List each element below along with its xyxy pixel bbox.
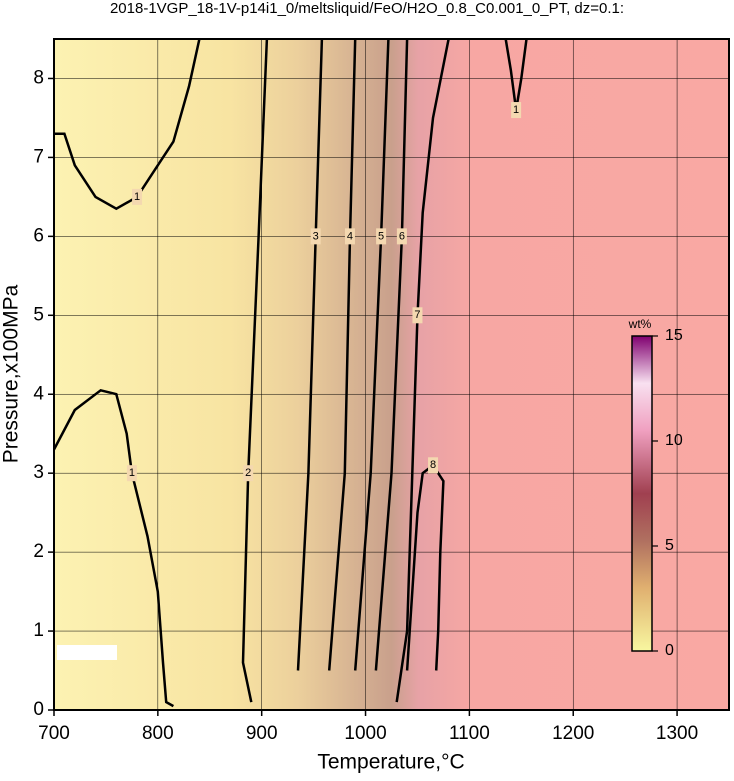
y-tick-label: 5 — [33, 304, 44, 325]
contour-label: 1 — [134, 191, 140, 203]
contour-label-bg — [126, 465, 137, 482]
colorbar — [631, 335, 653, 652]
y-tick-label: 0 — [33, 699, 44, 720]
plot-frame — [53, 38, 730, 711]
grid — [53, 39, 729, 711]
contour-label-bg — [376, 228, 387, 245]
x-tick-label: 1300 — [656, 723, 698, 744]
contour-label: 6 — [399, 230, 405, 242]
contour-label-bg — [310, 228, 321, 245]
contour-line — [353, 38, 390, 671]
contour-label: 2 — [245, 467, 251, 479]
y-tick-label: 4 — [33, 383, 44, 404]
y-tick-label: 8 — [33, 67, 44, 88]
contour-label-bg — [243, 465, 254, 482]
contour-line — [296, 38, 324, 671]
contour-label: 1 — [129, 467, 135, 479]
x-tick-label: 1200 — [552, 723, 594, 744]
x-tick-label: 700 — [38, 723, 70, 744]
y-axis-label: Pressure,x100MPa — [0, 284, 23, 463]
colorbar-tick-label: 10 — [665, 432, 683, 449]
colorbar-label: wt% — [628, 317, 652, 331]
contour-label-bg — [132, 188, 143, 205]
y-tick-label: 7 — [33, 146, 44, 167]
x-axis-label: Temperature,°C — [317, 751, 464, 774]
y-tick-label: 6 — [33, 225, 44, 246]
y-tick-label: 1 — [33, 620, 44, 641]
y-tick-label: 3 — [33, 462, 44, 483]
contour-label: 7 — [414, 309, 420, 321]
contour-label-bg — [511, 102, 522, 119]
x-tick-label: 1100 — [449, 723, 490, 744]
x-tick-label: 900 — [246, 723, 278, 744]
contour-line — [54, 38, 201, 211]
x-tick-label: 800 — [142, 723, 174, 744]
contour-label-bg — [412, 307, 423, 324]
x-tick-label: 1000 — [344, 723, 386, 744]
contour-label: 8 — [430, 459, 436, 471]
contour-line — [374, 38, 409, 671]
chart-title: 2018-1VGP_18-1V-p14i1_0/meltsliquid/FeO/… — [110, 0, 624, 17]
contour-label: 5 — [378, 230, 384, 242]
contour-label: 1 — [513, 104, 519, 116]
plot-background — [54, 39, 729, 710]
colorbar-tick-label: 15 — [665, 327, 683, 344]
contour-line — [327, 38, 357, 671]
contour-label: 4 — [347, 230, 353, 242]
contour-label-bg — [344, 228, 355, 245]
contour-label-bg — [428, 457, 439, 474]
contour-label-bg — [396, 228, 407, 245]
y-tick-label: 2 — [33, 541, 44, 562]
colorbar-tick-label: 0 — [665, 642, 674, 659]
colorbar-tick-label: 5 — [665, 537, 674, 554]
contours: 1 1 1 2 3 4 5 6 7 8 — [52, 38, 528, 708]
white-patch — [57, 645, 117, 660]
contour-label: 3 — [313, 230, 319, 242]
